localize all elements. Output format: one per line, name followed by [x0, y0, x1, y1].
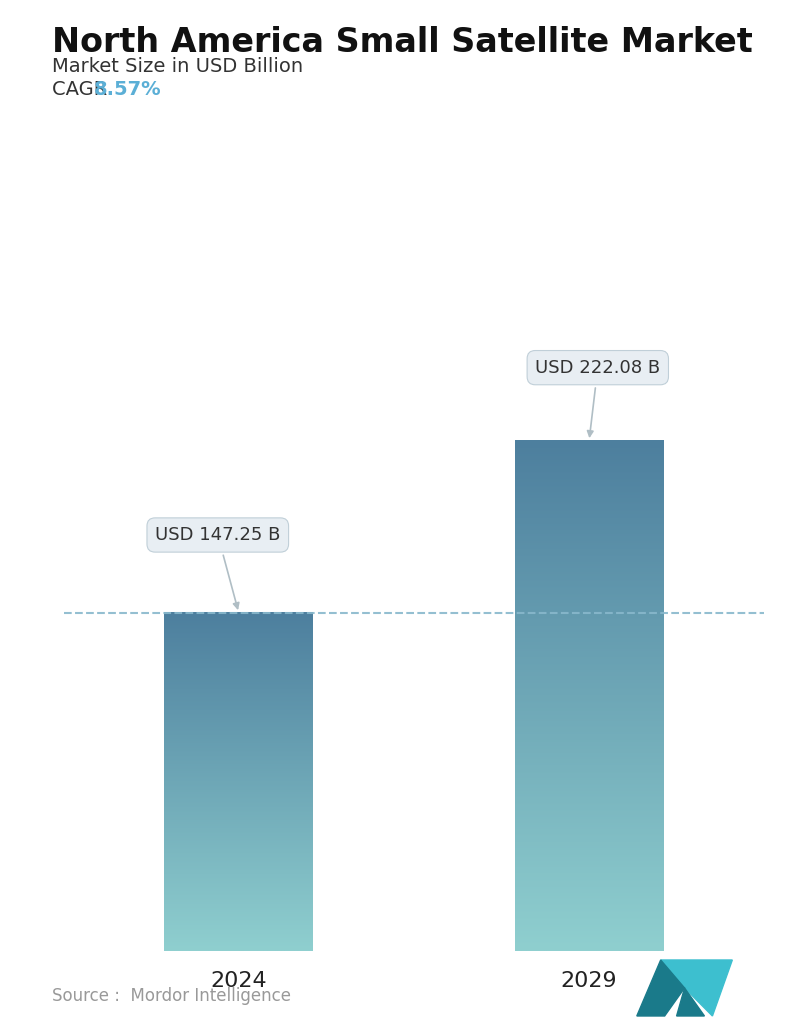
Polygon shape [677, 989, 704, 1016]
Text: Market Size in USD Billion: Market Size in USD Billion [52, 57, 302, 75]
Text: CAGR: CAGR [52, 80, 113, 98]
Text: Source :  Mordor Intelligence: Source : Mordor Intelligence [52, 987, 291, 1005]
Text: USD 147.25 B: USD 147.25 B [155, 526, 280, 608]
Polygon shape [661, 960, 732, 1016]
Text: 8.57%: 8.57% [94, 80, 162, 98]
Text: USD 222.08 B: USD 222.08 B [535, 359, 661, 436]
Text: North America Small Satellite Market: North America Small Satellite Market [52, 26, 752, 59]
Polygon shape [637, 960, 685, 1016]
